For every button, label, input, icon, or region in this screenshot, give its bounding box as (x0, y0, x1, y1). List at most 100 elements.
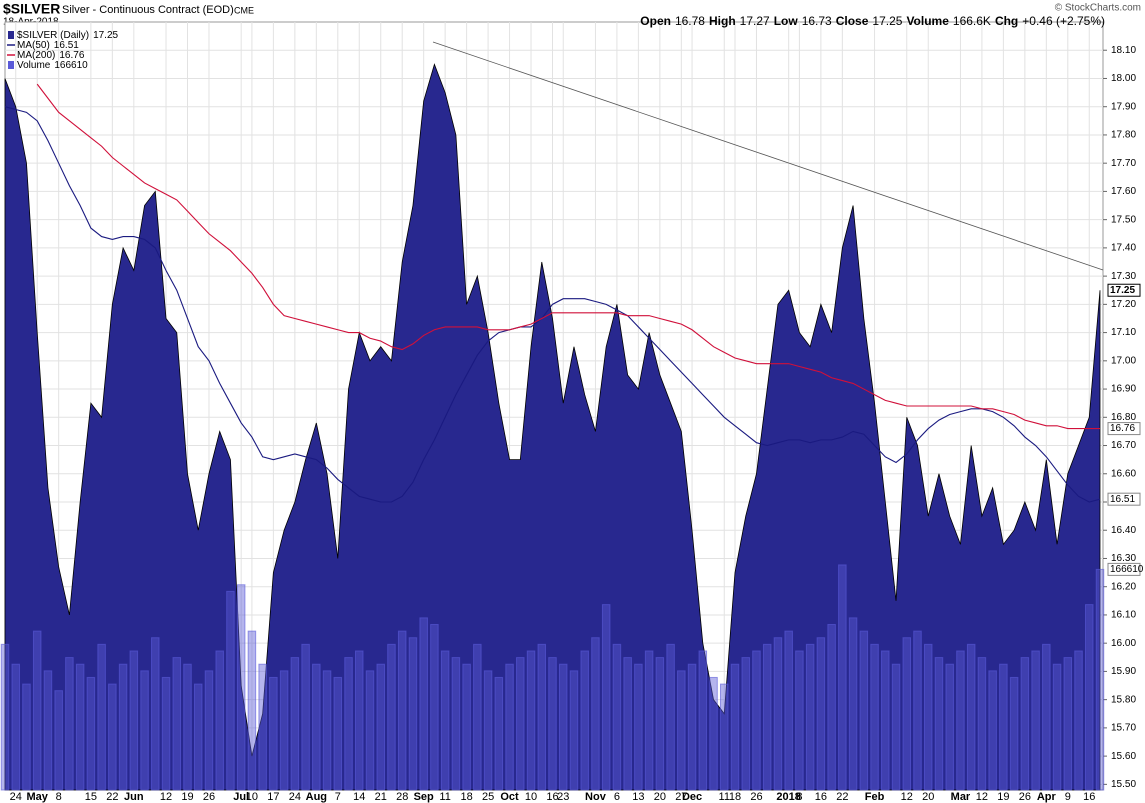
y-tick-label: 17.50 (1111, 214, 1136, 225)
x-tick-label: 11 (439, 791, 450, 803)
x-tick-label: Sep (414, 791, 434, 803)
x-tick-label: 9 (1065, 791, 1071, 803)
quote-value: 16.73 (801, 14, 832, 28)
volume-bar (247, 630, 257, 791)
volume-bar (333, 676, 343, 791)
volume-bar (387, 643, 396, 791)
volume-bar (376, 663, 385, 791)
volume-bar (634, 663, 643, 791)
volume-bar (569, 670, 579, 791)
legend-name: $SILVER (Daily) (17, 30, 89, 41)
volume-bar (290, 657, 300, 791)
volume-bar (75, 663, 85, 791)
quote-label: Low (773, 14, 798, 28)
quote-value: 17.27 (739, 14, 770, 28)
volume-bar (558, 663, 568, 791)
volume-bar (365, 670, 375, 791)
volume-bar (902, 637, 912, 791)
quote-label: Close (835, 14, 869, 28)
volume-bar (870, 643, 879, 791)
volume-bar (709, 676, 718, 791)
y-tick-label: 15.90 (1111, 666, 1136, 677)
x-tick-label: 26 (203, 791, 215, 803)
last-value-label: 166610 (1110, 564, 1144, 575)
volume-bar (730, 663, 740, 791)
volume-bar (129, 650, 139, 791)
x-tick-label: 11 (719, 791, 730, 803)
volume-bar (193, 683, 203, 791)
volume-bar (483, 670, 493, 791)
volume-bar (601, 604, 611, 791)
volume-bar (677, 670, 686, 791)
volume-bar (859, 630, 869, 791)
volume-bar (322, 670, 332, 791)
legend-swatch (8, 61, 14, 69)
volume-bar (86, 676, 96, 791)
instrument-name: Silver - Continuous Contract (EOD) (62, 4, 234, 16)
volume-bar (741, 657, 750, 791)
y-tick-label: 16.40 (1111, 525, 1136, 536)
volume-bar (54, 690, 63, 791)
volume-bar (913, 630, 922, 791)
volume-bar (1085, 604, 1094, 791)
x-tick-label: 18 (729, 791, 741, 803)
x-tick-label: 19 (181, 791, 193, 803)
volume-bar (773, 637, 783, 791)
volume-bar (301, 643, 310, 791)
x-tick-label: 10 (246, 791, 258, 803)
x-tick-label: Aug (306, 791, 327, 803)
x-tick-label: Oct (500, 791, 519, 803)
moving-average-line (4, 106, 1101, 503)
x-tick-label: Dec (682, 791, 702, 803)
volume-bar (999, 663, 1008, 791)
legend-entry: $SILVER (Daily) 17.25 (17, 30, 119, 41)
legend-entry: MA(200) 16.76 (17, 50, 85, 61)
legend-entry: MA(50) 16.51 (17, 40, 79, 51)
volume-bar (548, 657, 557, 791)
volume-bar (762, 643, 772, 791)
volume-bar (397, 630, 407, 791)
x-tick-label: Jun (124, 791, 144, 803)
plot-area: 15.50 15.60 15.70 15.80 15.90 16.00 16.10 16.20… (0, 21, 1144, 803)
last-value-flag (1107, 422, 1141, 436)
legend-name: MA(50) (17, 40, 50, 51)
volume-bar (612, 643, 622, 791)
x-tick-label: 22 (106, 791, 118, 803)
x-tick-label: Nov (585, 791, 607, 803)
x-tick-label: 2018 (776, 791, 800, 803)
x-tick-label: 21 (375, 791, 387, 803)
y-tick-label: 17.00 (1111, 355, 1136, 366)
x-tick-label: 12 (160, 791, 172, 803)
x-tick-label: 24 (10, 791, 22, 803)
volume-bar (440, 650, 450, 791)
volume-bar (32, 630, 42, 791)
last-value-flag (1107, 283, 1141, 297)
volume-bar (430, 623, 439, 791)
volume-bar (258, 663, 267, 791)
volume-bar (923, 643, 933, 791)
x-tick-label: 28 (396, 791, 408, 803)
y-tick-label: 16.60 (1111, 468, 1136, 479)
volume-bar (698, 650, 708, 791)
x-tick-label: 26 (1019, 791, 1031, 803)
volume-bar (591, 637, 600, 791)
y-tick-label: 16.90 (1111, 384, 1136, 395)
volume-bar (1074, 650, 1083, 791)
x-tick-label: 13 (632, 791, 644, 803)
volume-bar (1095, 568, 1105, 791)
y-tick-label: 17.90 (1111, 101, 1136, 112)
volume-bar (473, 643, 482, 791)
volume-bar (505, 663, 514, 791)
volume-bar (1020, 657, 1030, 791)
volume-bar (848, 617, 858, 791)
quote-value: 166.6K (952, 14, 991, 28)
volume-bar (526, 650, 536, 791)
x-tick-label: 12 (976, 791, 988, 803)
y-tick-label: 17.40 (1111, 243, 1136, 254)
x-tick-label: 12 (901, 791, 913, 803)
x-tick-label: 19 (997, 791, 1009, 803)
legend-value: 17.25 (93, 30, 118, 41)
volume-bar (312, 663, 321, 791)
exchange: CME (234, 5, 254, 15)
y-tick-label: 17.70 (1111, 158, 1136, 169)
